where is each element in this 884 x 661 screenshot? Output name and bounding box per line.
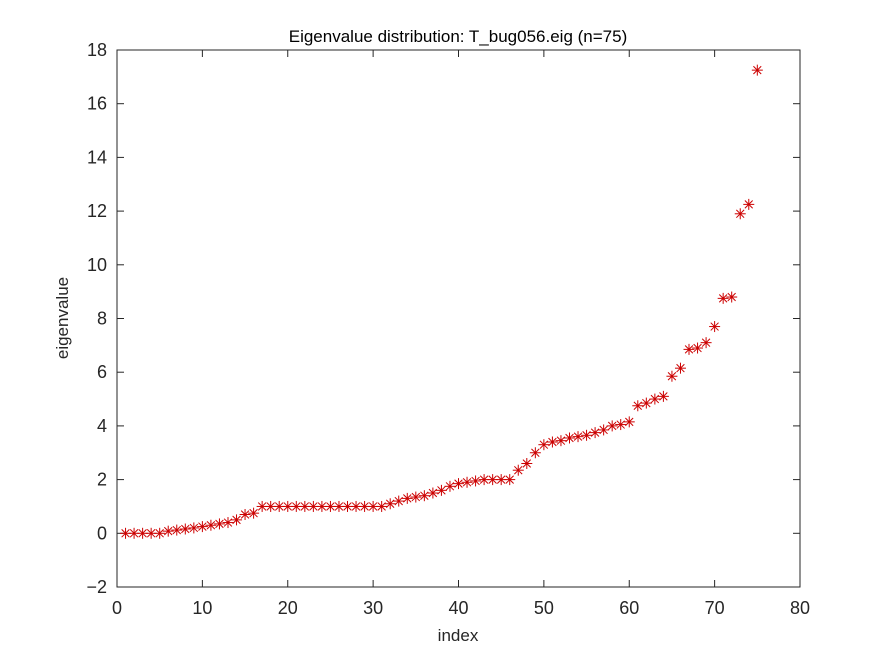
data-point (333, 500, 345, 512)
data-point (299, 500, 311, 512)
data-point (589, 427, 601, 439)
data-point (683, 343, 695, 355)
data-point (598, 424, 610, 436)
y-tick-label: 14 (87, 147, 107, 167)
chart-title: Eigenvalue distribution: T_bug056.eig (n… (289, 27, 628, 46)
x-axis-label: index (438, 626, 479, 645)
data-point (231, 514, 243, 526)
data-point (444, 480, 456, 492)
x-tick-label: 20 (278, 598, 298, 618)
data-point (529, 447, 541, 459)
data-point (137, 527, 149, 539)
x-axis-ticks: 0 10 20 30 40 50 60 70 80 (112, 50, 810, 618)
data-point (256, 500, 268, 512)
data-point (640, 397, 652, 409)
y-tick-label: 16 (87, 94, 107, 114)
data-point (700, 337, 712, 349)
y-tick-label: 8 (97, 309, 107, 329)
data-point (563, 432, 575, 444)
data-point (401, 492, 413, 504)
data-point (717, 292, 729, 304)
data-point (649, 393, 661, 405)
x-tick-label: 70 (705, 598, 725, 618)
x-tick-label: 60 (619, 598, 639, 618)
data-point (555, 435, 567, 447)
data-point (213, 518, 225, 530)
x-tick-label: 10 (192, 598, 212, 618)
y-tick-label: 18 (87, 40, 107, 60)
data-point (538, 439, 550, 451)
data-point (632, 400, 644, 412)
data-point (666, 370, 678, 382)
y-tick-label: 12 (87, 201, 107, 221)
data-point (273, 500, 285, 512)
data-point (470, 475, 482, 487)
data-point (674, 362, 686, 374)
data-point (171, 524, 183, 536)
data-point (418, 490, 430, 502)
x-tick-label: 50 (534, 598, 554, 618)
data-point (657, 390, 669, 402)
data-point (461, 476, 473, 488)
data-point (179, 523, 191, 535)
x-tick-label: 30 (363, 598, 383, 618)
data-point (709, 321, 721, 333)
data-point (453, 478, 464, 490)
x-tick-label: 80 (790, 598, 810, 618)
data-point (188, 522, 200, 534)
data-point (376, 500, 388, 512)
data-point (743, 198, 755, 210)
x-tick-label: 40 (448, 598, 468, 618)
data-point (615, 419, 627, 431)
data-point (205, 519, 217, 531)
data-point (222, 517, 234, 529)
data-point (384, 498, 396, 510)
data-point (427, 487, 439, 499)
data-point (623, 416, 635, 428)
x-tick-label: 0 (112, 598, 122, 618)
data-point (239, 509, 251, 521)
data-point (606, 420, 618, 432)
data-point (248, 507, 260, 519)
y-axis-ticks: −2 0 2 4 6 8 10 12 14 16 18 (86, 40, 800, 597)
data-point (692, 342, 704, 354)
data-points (120, 64, 763, 539)
data-point (751, 64, 763, 76)
data-point (581, 429, 593, 441)
y-tick-label: 4 (97, 416, 107, 436)
data-point (410, 491, 422, 503)
data-point (393, 495, 405, 507)
y-tick-label: 0 (97, 523, 107, 543)
y-axis-label: eigenvalue (53, 277, 72, 359)
plot-area (116, 49, 801, 588)
y-tick-label: 2 (97, 470, 107, 490)
data-point (435, 484, 447, 496)
data-point (512, 464, 524, 476)
data-point (196, 521, 208, 533)
data-point (521, 457, 533, 469)
data-point (154, 527, 166, 539)
y-tick-label: 10 (87, 255, 107, 275)
data-point (726, 291, 738, 303)
data-point (546, 436, 558, 448)
y-tick-label: 6 (97, 362, 107, 382)
y-tick-label: −2 (86, 577, 107, 597)
data-point (504, 474, 516, 486)
data-point (162, 525, 174, 537)
data-point (572, 431, 584, 443)
data-point (734, 208, 746, 220)
